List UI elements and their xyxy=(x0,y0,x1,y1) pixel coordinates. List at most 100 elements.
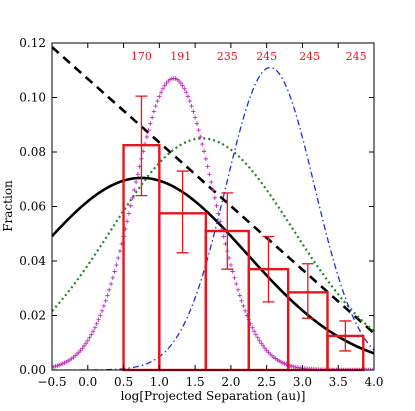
plus-marker xyxy=(221,234,226,239)
plus-marker xyxy=(126,211,132,216)
plus-marker xyxy=(216,211,221,216)
count-label: 245 xyxy=(299,50,320,63)
y-axis-label: Fraction xyxy=(1,180,15,232)
plus-marker xyxy=(130,195,135,201)
plus-marker xyxy=(257,338,262,343)
ticks-layer: −0.5 0.0 0.5 1.0 1.5 2.0 2.5 3.0 3.5 4.0 0.00 0.02 0… xyxy=(19,36,383,389)
count-label: 235 xyxy=(217,50,238,63)
plus-marker xyxy=(107,287,112,293)
plus-marker xyxy=(260,343,266,349)
count-label: 245 xyxy=(346,50,367,63)
plus-marker xyxy=(117,248,123,254)
plus-marker xyxy=(237,293,243,298)
plus-marker xyxy=(135,172,141,177)
plus-marker xyxy=(112,269,117,274)
plus-marker xyxy=(250,325,255,330)
plus-marker xyxy=(128,203,133,208)
plus-marker xyxy=(133,179,139,185)
x-tick-label: 3.5 xyxy=(329,375,348,389)
error-bar xyxy=(221,192,234,270)
plus-marker xyxy=(180,83,185,88)
plus-marker xyxy=(92,325,98,330)
x-tick-label: 0.0 xyxy=(78,375,97,389)
plus-marker xyxy=(105,293,110,298)
plus-marker xyxy=(182,86,187,91)
y-tick-label: 0.12 xyxy=(19,36,46,50)
y-tick-label: 0.04 xyxy=(19,254,46,268)
plus-marker xyxy=(83,341,89,346)
plus-marker xyxy=(132,187,137,193)
plus-marker xyxy=(101,303,107,309)
error-bar xyxy=(135,95,148,197)
plus-marker xyxy=(228,262,234,268)
plus-marker xyxy=(87,335,92,340)
plus-marker xyxy=(94,321,99,327)
plus-marker xyxy=(162,83,167,88)
plus-marker xyxy=(178,80,183,86)
plus-marker xyxy=(214,203,219,208)
plus-marker xyxy=(160,86,166,91)
plus-marker xyxy=(200,141,205,147)
x-tick-label: 0.5 xyxy=(114,375,133,389)
plus-marker xyxy=(148,121,153,126)
plus-marker xyxy=(114,262,119,268)
plus-curve xyxy=(52,76,374,370)
plus-marker xyxy=(207,172,212,177)
plus-marker xyxy=(234,281,239,287)
dotted-curve xyxy=(52,137,374,333)
plus-marker xyxy=(183,90,189,95)
plus-marker xyxy=(151,109,157,114)
plus-marker xyxy=(209,179,214,185)
plus-marker xyxy=(201,149,207,154)
count-label: 170 xyxy=(131,50,152,63)
y-tick-label: 0.10 xyxy=(19,91,46,105)
plus-marker xyxy=(187,98,192,104)
plus-marker xyxy=(124,219,130,224)
plus-marker xyxy=(115,255,121,261)
plus-marker xyxy=(146,127,151,133)
plus-marker xyxy=(198,134,203,140)
plus-marker xyxy=(144,134,150,140)
plus-marker xyxy=(189,103,194,109)
histogram-layer xyxy=(122,95,365,372)
x-tick-label: 4.0 xyxy=(364,375,383,389)
x-tick-label: 2.5 xyxy=(257,375,276,389)
error-bar xyxy=(339,320,352,352)
y-tick-label: 0.08 xyxy=(19,145,46,159)
count-labels-layer: 170 191 235 245 245 245 xyxy=(131,50,367,63)
x-tick-label: 3.0 xyxy=(293,375,312,389)
plus-marker xyxy=(212,195,217,201)
y-tick-label: 0.02 xyxy=(19,309,46,323)
plus-marker xyxy=(217,219,223,224)
plus-marker xyxy=(89,332,94,337)
y-tick-label: 0.06 xyxy=(19,200,46,214)
plus-marker xyxy=(82,343,87,349)
error-bar xyxy=(262,235,275,303)
plus-marker xyxy=(157,94,162,99)
plus-marker xyxy=(80,345,85,351)
plus-marker xyxy=(196,127,201,133)
plus-marker xyxy=(103,298,108,304)
plus-marker xyxy=(203,156,209,162)
plus-marker xyxy=(239,298,244,304)
plus-marker xyxy=(110,275,116,281)
x-tick-label: 1.5 xyxy=(186,375,205,389)
plus-marker xyxy=(185,94,191,99)
plus-marker xyxy=(99,308,105,314)
error-bar xyxy=(301,263,314,319)
plus-marker xyxy=(85,338,90,343)
y-tick-label: 0.00 xyxy=(19,363,46,377)
plus-marker xyxy=(259,341,264,346)
plus-marker xyxy=(96,317,101,322)
plus-marker xyxy=(153,103,158,109)
plus-marker xyxy=(235,287,241,293)
plus-marker xyxy=(243,308,248,314)
plus-marker xyxy=(155,98,160,104)
plus-marker xyxy=(90,329,96,334)
solid-curve xyxy=(52,176,374,355)
plus-marker xyxy=(253,332,259,337)
plus-marker xyxy=(251,329,257,334)
plus-marker xyxy=(108,281,114,287)
count-label: 245 xyxy=(256,50,277,63)
